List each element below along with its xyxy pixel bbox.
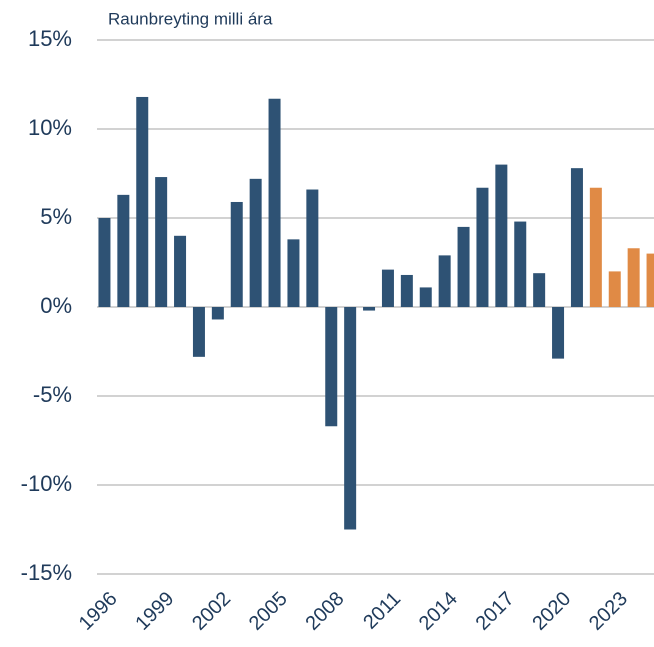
x-tick-label: 1999 bbox=[131, 588, 178, 635]
bar bbox=[287, 239, 300, 307]
bar bbox=[419, 287, 432, 307]
y-tick-label: -10% bbox=[21, 471, 72, 496]
chart-title: Raunbreyting milli ára bbox=[108, 9, 273, 28]
y-tick-label: 0% bbox=[40, 293, 72, 318]
bar bbox=[514, 221, 527, 307]
bar bbox=[192, 307, 205, 357]
y-tick-label: 15% bbox=[28, 26, 72, 51]
x-tick-label: 2011 bbox=[359, 588, 405, 634]
y-tick-label: -5% bbox=[33, 382, 72, 407]
bar bbox=[344, 307, 357, 530]
bar bbox=[570, 168, 583, 307]
bar bbox=[438, 255, 451, 307]
bar bbox=[589, 187, 602, 307]
bar bbox=[268, 98, 281, 308]
bar bbox=[533, 273, 546, 307]
y-tick-label: 10% bbox=[28, 115, 72, 140]
bar bbox=[552, 307, 565, 359]
x-tick-label: 1996 bbox=[75, 588, 122, 635]
bar bbox=[155, 177, 168, 307]
x-tick-label: 2008 bbox=[301, 588, 348, 635]
x-tick-label: 2005 bbox=[245, 588, 292, 635]
bar bbox=[646, 253, 654, 307]
bar bbox=[325, 307, 338, 427]
bar bbox=[306, 189, 319, 307]
y-tick-label: -15% bbox=[21, 560, 72, 585]
bar bbox=[136, 96, 149, 308]
bar bbox=[476, 187, 489, 307]
bar bbox=[117, 194, 130, 307]
bar bbox=[211, 307, 224, 320]
bar bbox=[495, 164, 508, 307]
x-tick-label: 2020 bbox=[528, 588, 575, 635]
y-tick-label: 5% bbox=[40, 204, 72, 229]
bar bbox=[249, 178, 262, 307]
x-tick-label: 2002 bbox=[188, 588, 235, 635]
bar bbox=[608, 271, 621, 307]
x-tick-label: 2023 bbox=[585, 588, 632, 635]
bar bbox=[98, 218, 111, 307]
x-tick-label: 2017 bbox=[472, 588, 519, 635]
bar bbox=[381, 269, 394, 307]
bar bbox=[627, 248, 640, 307]
bar bbox=[230, 201, 243, 307]
bar bbox=[174, 235, 187, 307]
bar bbox=[363, 307, 376, 311]
bar bbox=[400, 274, 413, 307]
bar bbox=[457, 226, 470, 307]
x-tick-label: 2014 bbox=[415, 588, 462, 635]
